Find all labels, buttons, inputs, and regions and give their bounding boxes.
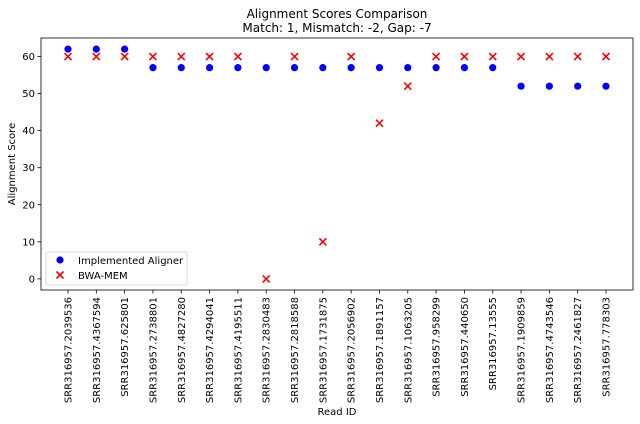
x-tick-label: SRR316957.13555 — [488, 297, 499, 390]
x-axis-ticks: SRR316957.2039536 SRR316957.4367594 SRR316… — [64, 290, 613, 403]
point-bwa-mem — [375, 119, 384, 128]
x-tick-label: SRR316957.778303 — [602, 297, 613, 397]
legend-marker-implemented-aligner — [56, 256, 64, 264]
y-axis-label: Alignment Score — [7, 123, 18, 205]
point-bwa-mem — [403, 82, 412, 91]
x-tick-label: SRR316957.2056902 — [347, 297, 358, 403]
y-tick-label: 60 — [22, 52, 35, 63]
point-implemented-aligner — [234, 64, 242, 72]
point-implemented-aligner — [375, 64, 384, 72]
x-tick-label: SRR316957.1731875 — [318, 297, 329, 403]
y-tick-label: 40 — [22, 126, 35, 137]
point-bwa-mem — [347, 52, 356, 61]
x-tick-label: SRR316957.4743546 — [545, 297, 556, 403]
point-bwa-mem — [516, 52, 526, 61]
x-tick-label: SRR316957.1891157 — [375, 297, 386, 403]
x-tick-label: SRR316957.4294041 — [205, 297, 216, 403]
point-implemented-aligner — [404, 64, 412, 72]
point-bwa-mem — [573, 52, 582, 61]
point-implemented-aligner — [319, 64, 327, 72]
y-axis-ticks: 0 10 20 30 40 50 60 — [22, 52, 41, 285]
x-tick-label: SRR316957.440650 — [460, 297, 471, 397]
point-implemented-aligner — [64, 45, 72, 53]
point-implemented-aligner — [574, 82, 582, 90]
point-bwa-mem — [233, 52, 242, 61]
x-tick-label: SRR316957.2818588 — [290, 297, 301, 403]
point-bwa-mem — [460, 52, 469, 61]
plot-frame — [40, 37, 634, 291]
x-tick-label: SRR316957.4367594 — [92, 297, 103, 403]
point-implemented-aligner — [290, 64, 299, 72]
point-bwa-mem — [262, 274, 271, 283]
x-tick-label: SRR316957.2738801 — [148, 297, 159, 403]
point-implemented-aligner — [121, 45, 129, 53]
x-tick-label: SRR316957.2039536 — [64, 297, 75, 403]
y-tick-label: 20 — [22, 200, 35, 211]
point-implemented-aligner — [602, 82, 610, 90]
point-implemented-aligner — [92, 45, 100, 53]
point-implemented-aligner — [432, 64, 440, 72]
x-tick-label: SRR316957.625801 — [120, 297, 131, 397]
x-tick-label: SRR316957.1063205 — [403, 297, 414, 403]
point-implemented-aligner — [205, 64, 214, 72]
point-implemented-aligner — [149, 64, 157, 72]
point-bwa-mem — [148, 52, 158, 61]
legend-label-implemented-aligner: Implemented Aligner — [78, 256, 184, 267]
point-implemented-aligner — [177, 64, 185, 72]
point-bwa-mem — [318, 237, 327, 246]
point-bwa-mem — [177, 52, 186, 61]
point-bwa-mem — [545, 52, 554, 61]
x-tick-label: SRR316957.958299 — [432, 297, 443, 397]
point-bwa-mem — [290, 52, 299, 61]
legend: Implemented Aligner BWA-MEM — [45, 251, 188, 286]
y-tick-label: 30 — [22, 163, 35, 174]
y-tick-label: 0 — [29, 274, 35, 285]
point-bwa-mem — [488, 52, 497, 61]
legend-marker-bwa-mem — [55, 270, 65, 280]
chart-title-line-1: Alignment Scores Comparison — [247, 7, 428, 21]
chart-title-line-2: Match: 1, Mismatch: -2, Gap: -7 — [242, 21, 431, 35]
x-tick-label: SRR316957.4195511 — [233, 297, 244, 403]
y-tick-label: 50 — [22, 89, 35, 100]
point-bwa-mem — [205, 52, 214, 61]
point-implemented-aligner — [262, 64, 270, 72]
point-bwa-mem — [92, 52, 101, 61]
legend-box — [45, 251, 188, 286]
x-tick-label: SRR316957.1909859 — [517, 297, 528, 403]
legend-label-bwa-mem: BWA-MEM — [78, 271, 128, 282]
point-bwa-mem — [120, 52, 129, 61]
x-tick-label: SRR316957.4827280 — [177, 297, 188, 403]
point-bwa-mem — [432, 52, 441, 61]
point-implemented-aligner — [347, 64, 355, 72]
data-marks — [63, 45, 611, 283]
point-implemented-aligner — [460, 64, 469, 72]
point-bwa-mem — [601, 52, 611, 61]
x-tick-label: SRR316957.2461827 — [573, 297, 584, 403]
point-implemented-aligner — [517, 82, 525, 90]
x-tick-label: SRR316957.2830483 — [262, 297, 273, 403]
y-tick-label: 10 — [22, 237, 35, 248]
point-bwa-mem — [63, 52, 73, 61]
x-axis-label: Read ID — [318, 407, 357, 418]
point-implemented-aligner — [489, 64, 497, 72]
point-implemented-aligner — [545, 82, 553, 90]
